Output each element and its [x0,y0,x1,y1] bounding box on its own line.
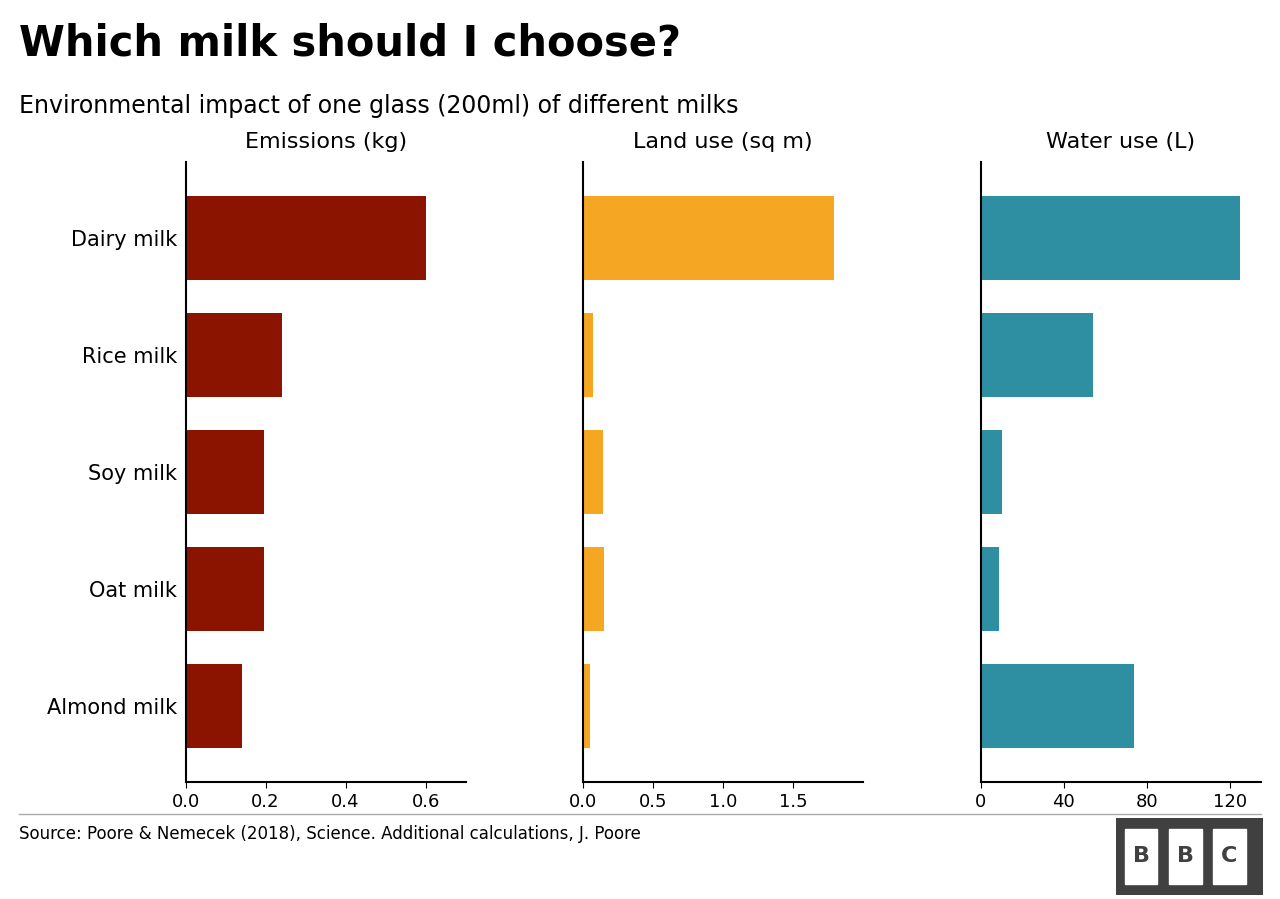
Bar [186,313,282,397]
Text: B: B [1176,846,1194,867]
Bar [980,430,1001,514]
Bar [980,664,1134,748]
Bar [584,196,833,280]
Bar [186,547,264,631]
Bar [186,196,425,280]
Title: Water use (L): Water use (L) [1046,132,1196,152]
Title: Emissions (kg): Emissions (kg) [244,132,407,152]
Title: Land use (sq m): Land use (sq m) [634,132,813,152]
Bar [186,430,264,514]
Text: Which milk should I choose?: Which milk should I choose? [19,22,681,65]
FancyBboxPatch shape [1169,829,1202,884]
Text: B: B [1133,846,1149,867]
Bar [980,196,1240,280]
Bar [584,313,593,397]
Bar [584,664,590,748]
FancyBboxPatch shape [1213,829,1245,884]
Bar [186,664,242,748]
Text: C: C [1221,846,1238,867]
Bar [980,547,1000,631]
FancyBboxPatch shape [1125,829,1157,884]
Text: Environmental impact of one glass (200ml) of different milks: Environmental impact of one glass (200ml… [19,94,739,119]
Bar [584,547,604,631]
Bar [584,430,603,514]
Bar [980,313,1093,397]
Text: Source: Poore & Nemecek (2018), Science. Additional calculations, J. Poore: Source: Poore & Nemecek (2018), Science.… [19,825,641,843]
